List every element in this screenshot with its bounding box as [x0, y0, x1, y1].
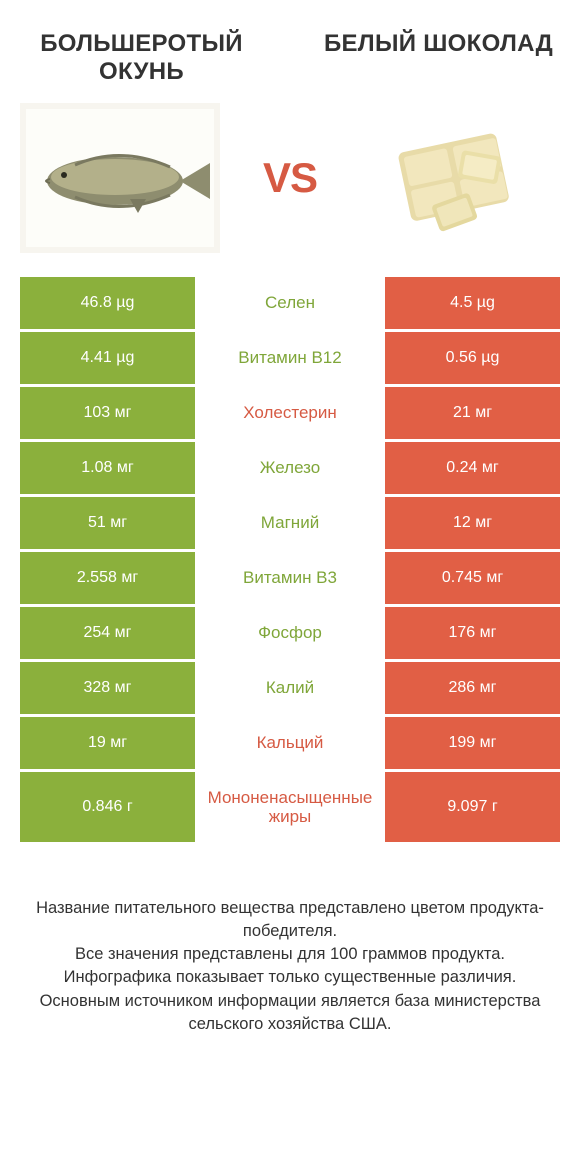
nutrient-label: Кальций [195, 717, 385, 769]
table-row: 0.846 гМононенасыщенные жиры9.097 г [20, 772, 560, 842]
table-row: 4.41 µgВитамин B120.56 µg [20, 332, 560, 384]
right-product-image [360, 103, 560, 253]
right-value-cell: 21 мг [385, 387, 560, 439]
footer-line: Основным источником информации является … [26, 990, 554, 1036]
table-row: 254 мгФосфор176 мг [20, 607, 560, 659]
left-value-cell: 2.558 мг [20, 552, 195, 604]
left-value-cell: 103 мг [20, 387, 195, 439]
left-value-cell: 19 мг [20, 717, 195, 769]
footer-line: Название питательного вещества представл… [26, 897, 554, 943]
nutrient-label: Витамин B3 [195, 552, 385, 604]
nutrient-label: Железо [195, 442, 385, 494]
table-row: 1.08 мгЖелезо0.24 мг [20, 442, 560, 494]
left-value-cell: 46.8 µg [20, 277, 195, 329]
nutrient-label: Холестерин [195, 387, 385, 439]
left-product-image [20, 103, 220, 253]
left-value-cell: 328 мг [20, 662, 195, 714]
infographic-container: БОЛЬШЕРОТЫЙ ОКУНЬ БЕЛЫЙ ШОКОЛАД VS [0, 0, 580, 1056]
table-row: 103 мгХолестерин21 мг [20, 387, 560, 439]
right-value-cell: 4.5 µg [385, 277, 560, 329]
left-value-cell: 4.41 µg [20, 332, 195, 384]
table-row: 328 мгКалий286 мг [20, 662, 560, 714]
left-value-cell: 254 мг [20, 607, 195, 659]
footer-text: Название питательного вещества представл… [20, 897, 560, 1036]
left-value-cell: 0.846 г [20, 772, 195, 842]
table-row: 2.558 мгВитамин B30.745 мг [20, 552, 560, 604]
nutrient-label: Мононенасыщенные жиры [195, 772, 385, 842]
right-value-cell: 176 мг [385, 607, 560, 659]
images-row: VS [20, 103, 560, 253]
right-value-cell: 9.097 г [385, 772, 560, 842]
left-value-cell: 51 мг [20, 497, 195, 549]
nutrient-label: Магний [195, 497, 385, 549]
right-value-cell: 286 мг [385, 662, 560, 714]
vs-label: VS [263, 154, 317, 202]
table-row: 19 мгКальций199 мг [20, 717, 560, 769]
right-value-cell: 12 мг [385, 497, 560, 549]
titles-row: БОЛЬШЕРОТЫЙ ОКУНЬ БЕЛЫЙ ШОКОЛАД [20, 30, 560, 85]
right-value-cell: 0.24 мг [385, 442, 560, 494]
right-product-title: БЕЛЫЙ ШОКОЛАД [317, 30, 560, 85]
nutrient-label: Витамин B12 [195, 332, 385, 384]
footer-line: Инфографика показывает только существенн… [26, 966, 554, 989]
nutrient-label: Фосфор [195, 607, 385, 659]
left-product-title: БОЛЬШЕРОТЫЙ ОКУНЬ [20, 30, 263, 85]
left-value-cell: 1.08 мг [20, 442, 195, 494]
right-value-cell: 0.56 µg [385, 332, 560, 384]
right-value-cell: 199 мг [385, 717, 560, 769]
right-value-cell: 0.745 мг [385, 552, 560, 604]
nutrient-label: Селен [195, 277, 385, 329]
table-row: 51 мгМагний12 мг [20, 497, 560, 549]
nutrient-label: Калий [195, 662, 385, 714]
nutrient-table: 46.8 µgСелен4.5 µg4.41 µgВитамин B120.56… [20, 277, 560, 842]
table-row: 46.8 µgСелен4.5 µg [20, 277, 560, 329]
footer-line: Все значения представлены для 100 граммо… [26, 943, 554, 966]
